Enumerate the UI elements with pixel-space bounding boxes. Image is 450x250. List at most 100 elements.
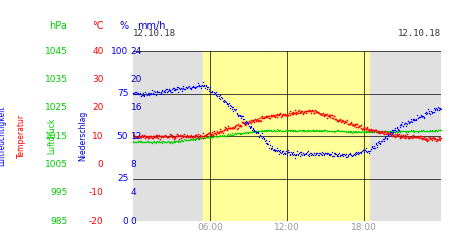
Point: [255, 119, 262, 123]
Point: [207, 135, 215, 139]
Point: [153, 90, 161, 94]
Point: [177, 136, 184, 140]
Point: [398, 123, 405, 127]
Point: [360, 147, 367, 151]
Point: [234, 131, 241, 135]
Point: [162, 140, 169, 144]
Point: [315, 129, 322, 133]
Point: [364, 150, 371, 154]
Point: [153, 133, 160, 137]
Point: [301, 152, 308, 156]
Point: [270, 114, 277, 118]
Point: [300, 110, 307, 114]
Point: [189, 84, 196, 88]
Point: [292, 153, 299, 157]
Point: [355, 125, 362, 129]
Point: [202, 133, 210, 137]
Point: [227, 106, 234, 110]
Point: [364, 125, 371, 129]
Point: [383, 136, 390, 140]
Point: [425, 129, 432, 133]
Point: [335, 118, 342, 122]
Point: [400, 122, 408, 126]
Point: [237, 131, 244, 135]
Point: [419, 137, 426, 141]
Point: [242, 122, 249, 126]
Point: [157, 140, 164, 143]
Point: [292, 129, 299, 133]
Point: [217, 130, 225, 134]
Point: [351, 151, 359, 155]
Point: [340, 152, 347, 156]
Point: [423, 128, 430, 132]
Point: [243, 120, 251, 124]
Point: [250, 129, 257, 133]
Point: [418, 129, 425, 133]
Point: [139, 93, 146, 97]
Point: [134, 135, 141, 139]
Point: [406, 120, 414, 124]
Point: [253, 130, 261, 134]
Point: [262, 114, 269, 118]
Point: [330, 154, 337, 158]
Point: [131, 90, 138, 94]
Point: [185, 138, 192, 142]
Point: [292, 152, 299, 156]
Point: [168, 140, 175, 144]
Point: [338, 154, 346, 158]
Point: [358, 126, 365, 130]
Point: [219, 131, 226, 135]
Point: [203, 85, 211, 89]
Point: [192, 138, 199, 142]
Point: [226, 132, 234, 136]
Point: [158, 140, 165, 144]
Point: [309, 108, 316, 112]
Point: [328, 128, 336, 132]
Point: [377, 130, 384, 134]
Point: [388, 129, 395, 133]
Point: [245, 130, 252, 134]
Point: [260, 129, 267, 133]
Point: [426, 111, 433, 115]
Point: [274, 112, 281, 116]
Point: [224, 101, 231, 105]
Point: [368, 130, 375, 134]
Point: [364, 128, 372, 132]
Point: [288, 112, 296, 116]
Point: [431, 128, 438, 132]
Point: [290, 152, 297, 156]
Point: [407, 129, 414, 133]
Point: [273, 115, 280, 119]
Point: [371, 128, 378, 132]
Point: [393, 133, 400, 137]
Point: [407, 135, 414, 139]
Point: [204, 85, 212, 89]
Point: [150, 135, 158, 139]
Point: [391, 134, 398, 138]
Point: [197, 136, 204, 140]
Point: [261, 115, 268, 119]
Point: [333, 154, 341, 158]
Point: [387, 133, 395, 137]
Point: [324, 152, 332, 156]
Point: [222, 125, 229, 129]
Point: [409, 133, 416, 137]
Point: [256, 133, 264, 137]
Point: [373, 130, 380, 134]
Point: [324, 152, 331, 156]
Point: [347, 120, 355, 124]
Point: [392, 129, 400, 133]
Point: [227, 126, 234, 130]
Point: [329, 154, 337, 158]
Point: [414, 129, 422, 133]
Point: [217, 134, 225, 138]
Point: [212, 134, 219, 138]
Point: [164, 140, 171, 143]
Point: [410, 129, 417, 133]
Point: [171, 140, 178, 144]
Point: [213, 94, 220, 98]
Point: [436, 128, 443, 132]
Point: [416, 129, 423, 133]
Point: [384, 129, 392, 133]
Point: [254, 129, 261, 133]
